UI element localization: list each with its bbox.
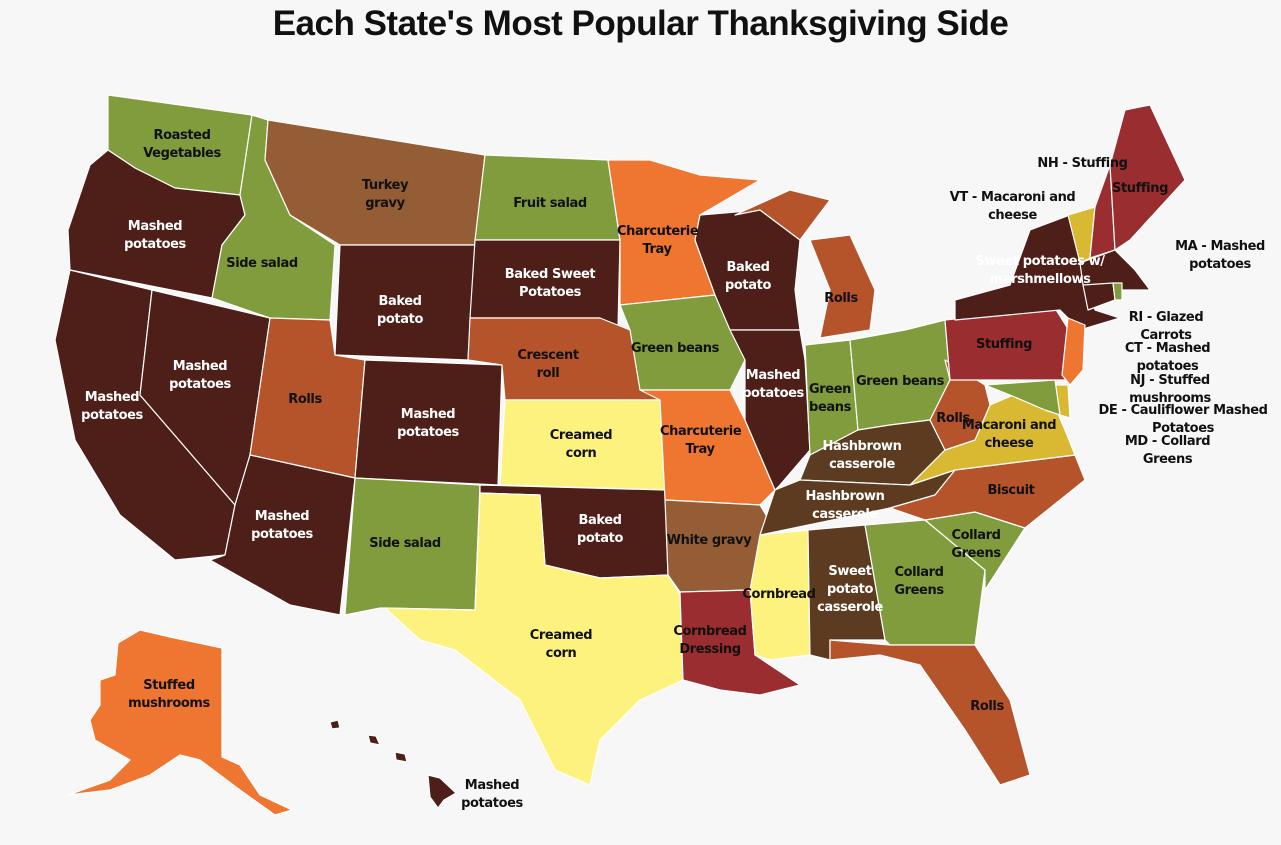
state-shape-ks: [499, 399, 666, 491]
state-shape-nj: [1061, 317, 1086, 386]
state-ny: [954, 214, 1121, 331]
state-shape-az: [209, 454, 356, 616]
state-shape-ri: [1112, 282, 1123, 301]
state-shape-mi: [734, 189, 831, 241]
state-shape-fl: [829, 639, 1031, 786]
state-shape-mo: [639, 389, 776, 506]
state-shape-hi: [427, 774, 457, 809]
state-shape-ak: [67, 629, 293, 816]
state-shape-me: [1109, 104, 1186, 251]
state-shape-hi: [329, 719, 341, 730]
callout-md: MD - Collard Greens: [1124, 434, 1211, 467]
state-shape-nm: [344, 477, 481, 616]
state-il: [729, 329, 811, 491]
state-ct: [1082, 282, 1116, 311]
state-shape-hi: [394, 751, 408, 763]
state-shape-tx: [384, 492, 684, 786]
callout-ri: RI - Glazed Carrots: [1128, 310, 1204, 343]
state-az: [209, 454, 356, 616]
state-mo: [639, 389, 776, 506]
callout-de: DE - Cauliflower Mashed Potatoes: [1098, 403, 1268, 436]
state-shape-ny: [954, 214, 1121, 331]
state-ms: [749, 529, 811, 661]
state-nc: [889, 454, 1086, 529]
map-title: Each State's Most Popular Thanksgiving S…: [272, 4, 1009, 43]
state-me: [1109, 104, 1186, 251]
state-wy: [334, 244, 476, 361]
state-shape-ct: [1082, 282, 1116, 311]
state-shape-nc: [889, 454, 1086, 529]
state-tx: [384, 492, 684, 786]
state-fl: [829, 639, 1031, 786]
callout-vt: VT - Macaroni and cheese: [949, 190, 1076, 223]
state-nd: [474, 154, 621, 241]
state-ri: [1112, 282, 1123, 301]
state-sd: [469, 239, 621, 329]
state-shape-il: [729, 329, 811, 491]
state-nj: [1061, 317, 1086, 386]
state-ks: [499, 399, 666, 491]
state-shape-ms: [749, 529, 811, 661]
callout-ma: MA - Mashed potatoes: [1175, 239, 1265, 272]
state-shape-mi: [809, 234, 876, 339]
state-shape-nd: [474, 154, 621, 241]
state-co: [354, 359, 503, 486]
state-nm: [344, 477, 481, 616]
state-md: [984, 379, 1061, 416]
state-shape-hi: [367, 734, 381, 746]
state-shape-wy: [334, 244, 476, 361]
callout-ct: CT - Mashed potatoes: [1124, 341, 1211, 374]
state-shape-co: [354, 359, 503, 486]
callout-nh: NH - Stuffing: [1037, 156, 1128, 171]
state-shape-md: [984, 379, 1061, 416]
state-ak: [67, 629, 293, 816]
state-shape-sd: [469, 239, 621, 329]
state-mi: [734, 189, 876, 339]
state-hi: [329, 719, 457, 809]
callout-nj: NJ - Stuffed mushrooms: [1129, 373, 1211, 406]
